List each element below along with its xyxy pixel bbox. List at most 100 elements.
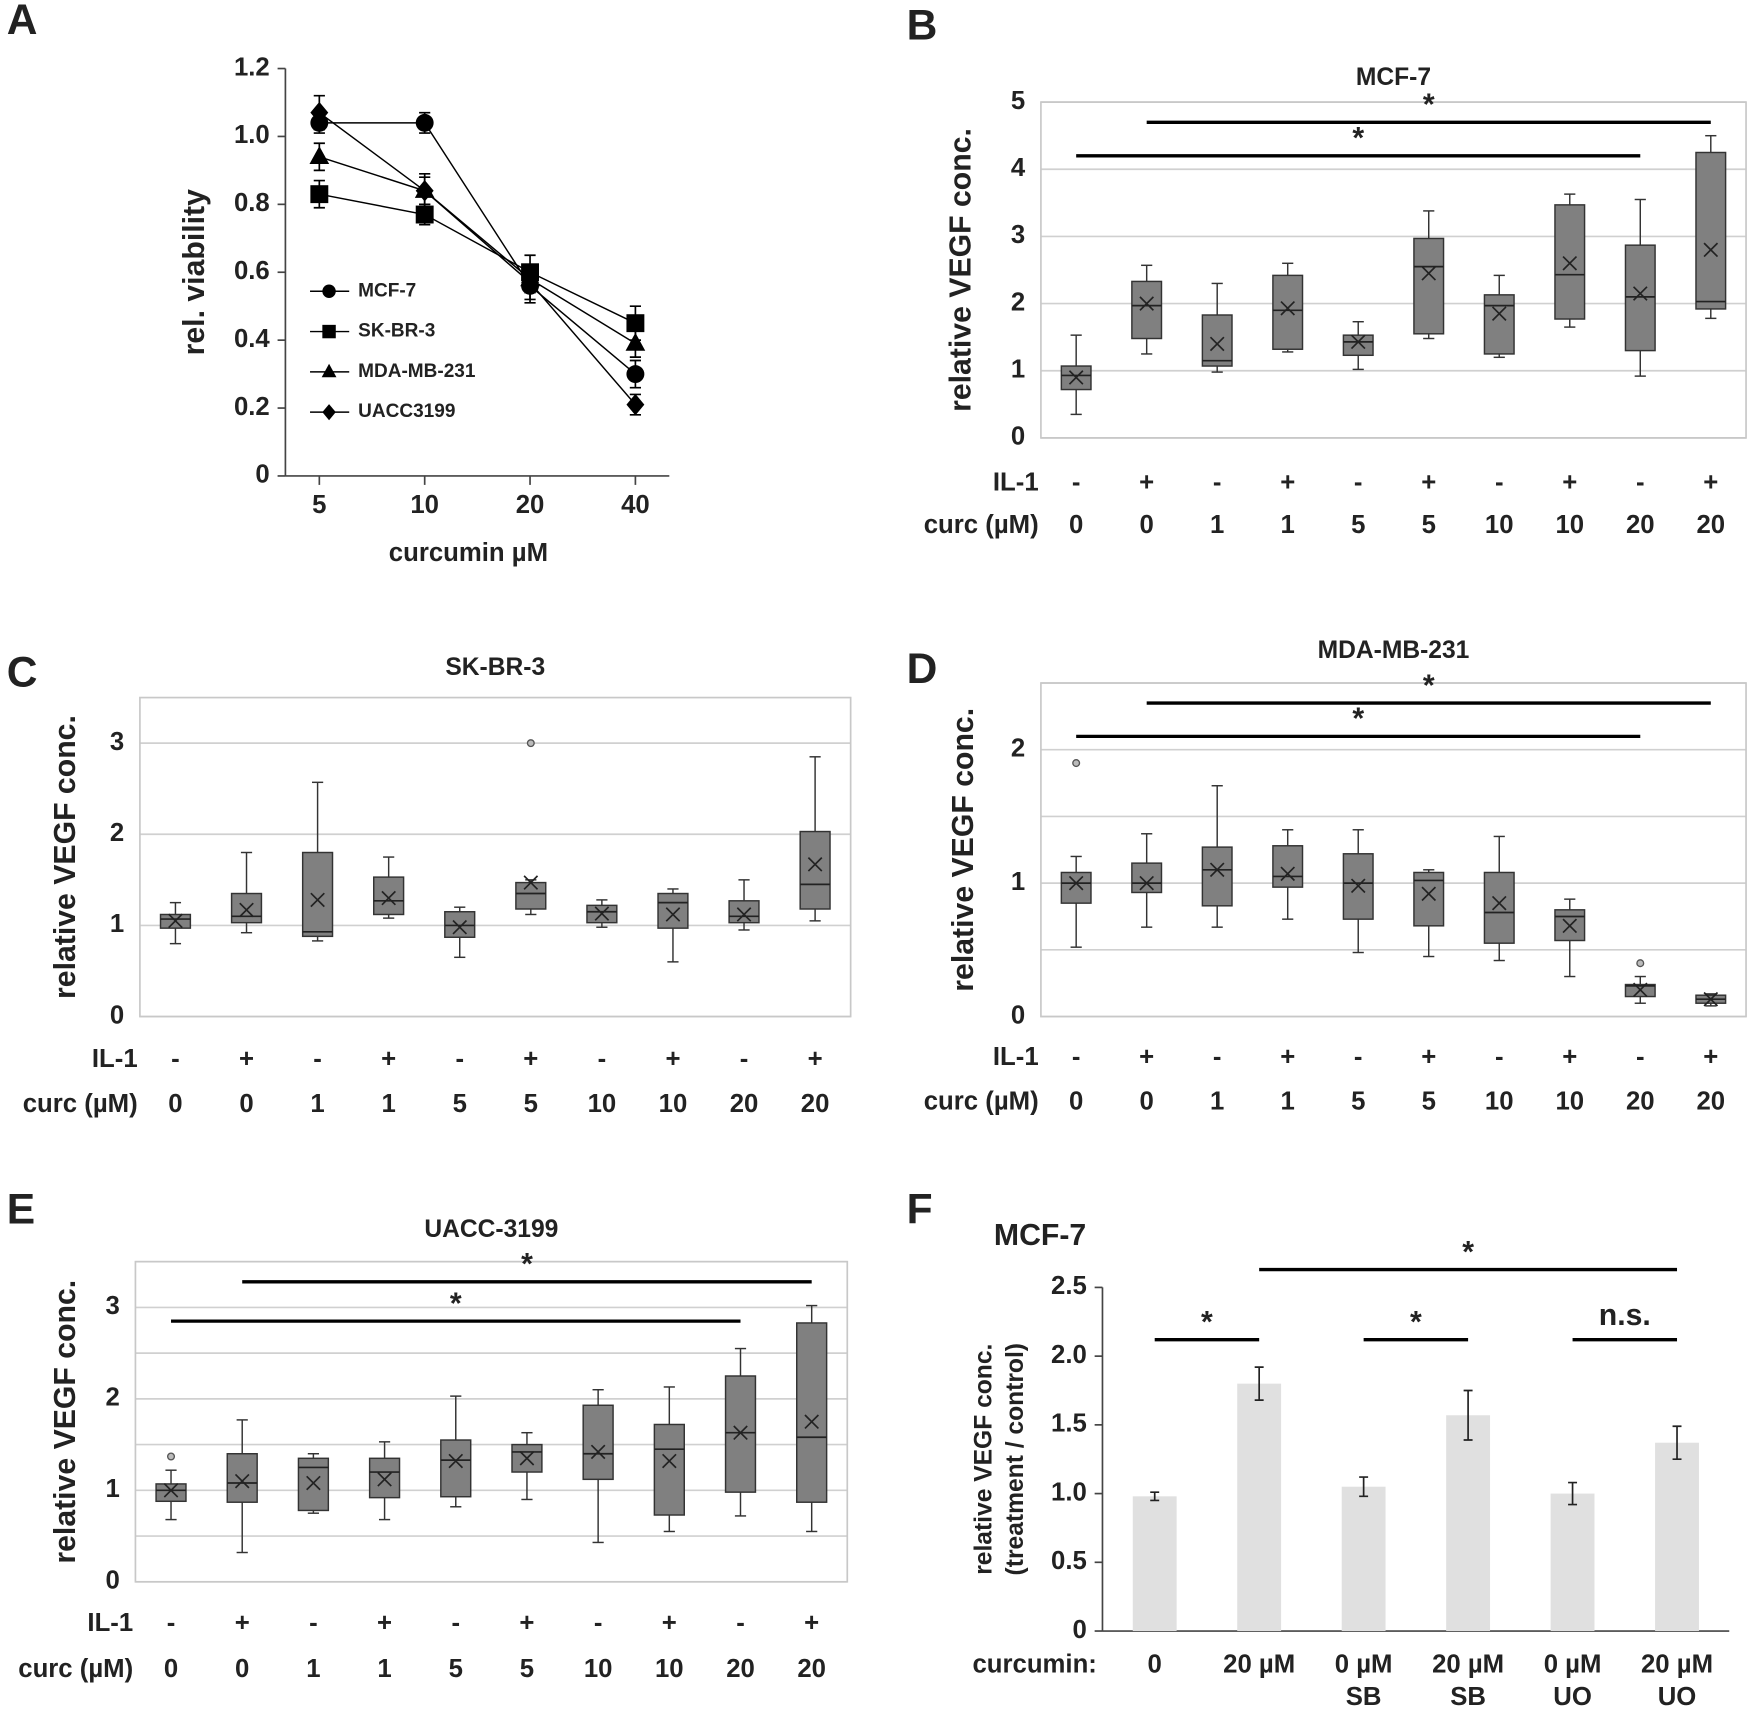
il1-label: - bbox=[1072, 1043, 1081, 1071]
box bbox=[657, 892, 689, 929]
mean-marker bbox=[733, 1425, 748, 1441]
significance-label: * bbox=[1423, 669, 1435, 702]
y-tick-label: 0 bbox=[1011, 423, 1025, 451]
y-tick-label: 1.5 bbox=[1051, 1410, 1087, 1438]
mean-marker bbox=[807, 857, 823, 872]
bar bbox=[1132, 1496, 1177, 1632]
il1-label: + bbox=[523, 1045, 538, 1073]
row-label: curc (µM) bbox=[924, 511, 1039, 539]
y-tick-label: 5 bbox=[1011, 87, 1025, 115]
mean-marker bbox=[168, 913, 183, 929]
curc-label: 20 bbox=[1626, 511, 1655, 539]
mean-marker bbox=[310, 892, 325, 908]
panel-letter: E bbox=[7, 1186, 35, 1234]
il1-label: + bbox=[1562, 1043, 1577, 1071]
bar bbox=[1550, 1493, 1595, 1632]
curc-label: 20 bbox=[1626, 1088, 1655, 1116]
il1-label: - bbox=[171, 1045, 180, 1073]
box bbox=[297, 1457, 330, 1512]
il1-label: - bbox=[1636, 469, 1645, 497]
legend-label: SK-BR-3 bbox=[358, 321, 435, 342]
box bbox=[1201, 314, 1233, 367]
box bbox=[1131, 280, 1163, 340]
mean-marker bbox=[662, 1453, 677, 1469]
curc-label: 0 bbox=[1140, 1088, 1154, 1116]
plot-frame bbox=[1040, 101, 1747, 439]
box bbox=[230, 892, 263, 924]
significance-label: * bbox=[1410, 1306, 1422, 1339]
panel-letter: C bbox=[7, 648, 38, 696]
x-tick-label: 20 µM bbox=[1223, 1651, 1295, 1679]
mean-marker bbox=[590, 1444, 606, 1460]
y-tick-label: 0 bbox=[1072, 1616, 1086, 1644]
mean-marker bbox=[804, 1414, 819, 1430]
marker bbox=[310, 185, 329, 204]
x-tick-label: SB bbox=[1346, 1683, 1382, 1711]
il1-label: + bbox=[665, 1045, 680, 1073]
curc-label: 20 bbox=[797, 1655, 826, 1683]
il1-label: - bbox=[1354, 469, 1363, 497]
curc-label: 0 bbox=[239, 1090, 253, 1118]
curc-label: 5 bbox=[1351, 511, 1365, 539]
series-line bbox=[319, 156, 636, 345]
mean-marker bbox=[1068, 875, 1084, 891]
mean-marker bbox=[1280, 866, 1296, 882]
il1-label: + bbox=[1421, 1043, 1436, 1071]
y-tick-label: 1.2 bbox=[234, 53, 270, 81]
box bbox=[1695, 151, 1727, 310]
mean-marker bbox=[1562, 918, 1578, 934]
y-tick-label: 0.5 bbox=[1051, 1547, 1087, 1575]
error-bar bbox=[1150, 1491, 1160, 1502]
outlier bbox=[1072, 759, 1081, 768]
il1-label: + bbox=[662, 1609, 677, 1637]
chart-title: MDA-MB-231 bbox=[1318, 637, 1470, 664]
il1-label: - bbox=[736, 1609, 745, 1637]
x-tick-label: SB bbox=[1450, 1683, 1486, 1711]
error-bar bbox=[1254, 1366, 1264, 1401]
il1-label: + bbox=[1703, 469, 1718, 497]
il1-label: + bbox=[1703, 1043, 1718, 1071]
row-label: curc (µM) bbox=[924, 1088, 1039, 1116]
mean-marker bbox=[1703, 242, 1719, 258]
box bbox=[1131, 862, 1163, 894]
y-tick-label: 0 bbox=[110, 1001, 124, 1029]
il1-label: + bbox=[808, 1045, 823, 1073]
box bbox=[1483, 294, 1515, 355]
y-tick-label: 2 bbox=[105, 1384, 119, 1412]
chart-title: SK-BR-3 bbox=[445, 654, 545, 681]
mean-marker bbox=[1562, 255, 1578, 271]
curc-label: 1 bbox=[306, 1655, 320, 1683]
y-tick-label: 0.2 bbox=[234, 393, 270, 421]
panel-letter: F bbox=[907, 1186, 933, 1234]
marker bbox=[626, 365, 645, 384]
box bbox=[1483, 871, 1515, 944]
chart-title: MCF-7 bbox=[1356, 64, 1431, 91]
mean-marker bbox=[1632, 286, 1648, 301]
row-label: curc (µM) bbox=[23, 1090, 138, 1118]
box bbox=[799, 830, 831, 910]
curc-label: 10 bbox=[659, 1090, 688, 1118]
y-tick-label: 1 bbox=[110, 910, 124, 938]
x-tick-label: 0 µM bbox=[1544, 1651, 1602, 1679]
curc-label: 10 bbox=[655, 1655, 684, 1683]
box bbox=[796, 1322, 828, 1503]
error-bar bbox=[1568, 1481, 1578, 1506]
mean-marker bbox=[519, 1451, 535, 1466]
mean-marker bbox=[381, 890, 396, 906]
mean-marker bbox=[239, 902, 254, 918]
marker bbox=[521, 271, 539, 294]
box bbox=[1201, 846, 1233, 907]
marker bbox=[310, 101, 329, 124]
plot-frame bbox=[1040, 682, 1747, 1018]
box bbox=[1060, 871, 1092, 904]
error-bar bbox=[1463, 1389, 1473, 1441]
curc-label: 0 bbox=[168, 1090, 182, 1118]
box bbox=[440, 1439, 472, 1498]
y-tick-label: 0.4 bbox=[234, 325, 270, 353]
box bbox=[155, 1483, 187, 1503]
curc-label: 20 bbox=[1696, 1088, 1725, 1116]
mean-marker bbox=[665, 907, 681, 922]
series-line bbox=[319, 122, 636, 375]
x-tick-label: 20 bbox=[516, 491, 545, 519]
